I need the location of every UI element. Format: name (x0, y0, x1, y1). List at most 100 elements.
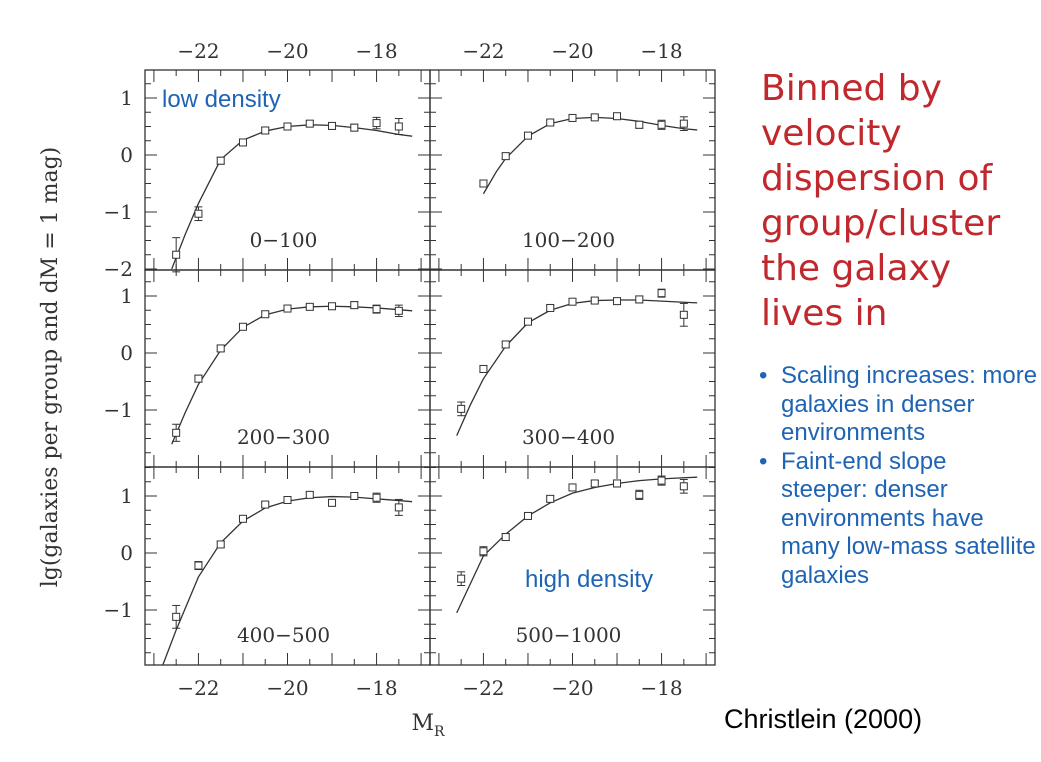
data-point (194, 374, 203, 383)
data-point (172, 250, 181, 259)
fit-curve (171, 305, 413, 445)
data-point (546, 303, 555, 312)
luminosity-function-figure: 1 0 −1 −2 −22 −20 −18 0−100 low density −22 −20 −18… (38, 39, 716, 740)
data-point (568, 113, 577, 122)
data-point (523, 131, 532, 140)
data-point (394, 306, 403, 315)
y-tick-label: 1 (120, 284, 133, 308)
slide-title-line: lives in (761, 293, 888, 334)
x-tick-label: −18 (355, 39, 397, 63)
data-point (613, 297, 622, 306)
data-point (657, 476, 666, 485)
density-annotation: low density (162, 86, 281, 113)
data-point (457, 404, 466, 413)
citation: Christlein (2000) (724, 704, 923, 734)
y-tick-label: −1 (104, 398, 133, 422)
x-tick-label: −20 (551, 39, 593, 63)
data-point (216, 156, 225, 165)
data-point (635, 490, 644, 499)
data-point (172, 612, 181, 621)
y-tick-label: 1 (120, 86, 133, 110)
data-point (501, 340, 510, 349)
data-point (328, 121, 337, 130)
data-point (194, 209, 203, 218)
data-point (479, 179, 488, 188)
data-point (479, 547, 488, 556)
data-point (590, 296, 599, 305)
data-point (568, 297, 577, 306)
data-point (372, 119, 381, 128)
data-point (590, 479, 599, 488)
data-point (568, 483, 577, 492)
slide-title: Binned by velocity dispersion of group/clus… (761, 66, 1031, 336)
data-point (394, 503, 403, 512)
data-point (283, 122, 292, 131)
data-point (350, 123, 359, 132)
x-axis-label-subscript: R (434, 724, 445, 740)
y-axis-label: lg(galaxies per group and dM = 1 mag) (38, 147, 63, 588)
y-tick-label: 0 (120, 541, 133, 565)
data-point (261, 310, 270, 319)
data-point (305, 119, 314, 128)
fit-curve (482, 116, 698, 195)
data-point (283, 304, 292, 313)
data-point (613, 112, 622, 121)
data-point (305, 490, 314, 499)
slide-title-line: Binned by (761, 68, 942, 109)
panel-bin-label: 300−400 (522, 425, 615, 449)
data-point (372, 493, 381, 502)
density-annotation: high density (525, 566, 653, 593)
slide-title-line: velocity (761, 113, 902, 154)
data-point (194, 561, 203, 570)
data-point (546, 494, 555, 503)
bullet-item: Scaling increases: more galaxies in dens… (757, 362, 1039, 448)
data-point (679, 119, 688, 128)
data-point (394, 122, 403, 131)
x-tick-label: −20 (266, 39, 308, 63)
panel-bin-label: 100−200 (522, 228, 615, 252)
panel-bin-label: 0−100 (250, 228, 318, 252)
y-tick-label: 1 (120, 484, 133, 508)
data-point (261, 500, 270, 509)
data-point (546, 118, 555, 127)
x-tick-label: −18 (640, 676, 682, 700)
x-tick-label: −18 (640, 39, 682, 63)
data-point (679, 482, 688, 491)
data-point (328, 498, 337, 507)
data-point (261, 126, 270, 135)
y-tick-label: −1 (104, 598, 133, 622)
data-point (216, 344, 225, 353)
y-tick-label: −2 (104, 257, 133, 281)
panel-bin-label: 400−500 (237, 623, 330, 647)
data-point (590, 113, 599, 122)
data-point (679, 310, 688, 319)
x-axis-label-main: M (411, 711, 434, 736)
y-tick-label: 0 (120, 341, 133, 365)
data-point (501, 152, 510, 161)
x-tick-label: −22 (462, 39, 504, 63)
data-point (657, 120, 666, 129)
data-point (172, 428, 181, 437)
data-point (657, 289, 666, 298)
bullet-list: Scaling increases: more galaxies in dens… (757, 362, 1039, 590)
data-point (305, 302, 314, 311)
x-axis-label: MR (411, 711, 445, 740)
slide-title-line: group/cluster (761, 203, 1001, 244)
data-point (328, 302, 337, 311)
data-point (523, 511, 532, 520)
panel-bin-label: 500−1000 (516, 623, 622, 647)
data-point (501, 533, 510, 542)
x-tick-label: −18 (355, 676, 397, 700)
data-point (350, 301, 359, 310)
x-tick-label: −20 (551, 676, 593, 700)
data-point (635, 295, 644, 304)
data-point (372, 305, 381, 314)
x-tick-label: −22 (177, 39, 219, 63)
y-tick-label: −1 (104, 200, 133, 224)
data-point (635, 120, 644, 129)
slide-title-line: the galaxy (761, 248, 952, 289)
data-point (238, 138, 247, 147)
slide-title-line: dispersion of (761, 158, 993, 199)
data-point (613, 479, 622, 488)
x-tick-label: −20 (266, 676, 308, 700)
